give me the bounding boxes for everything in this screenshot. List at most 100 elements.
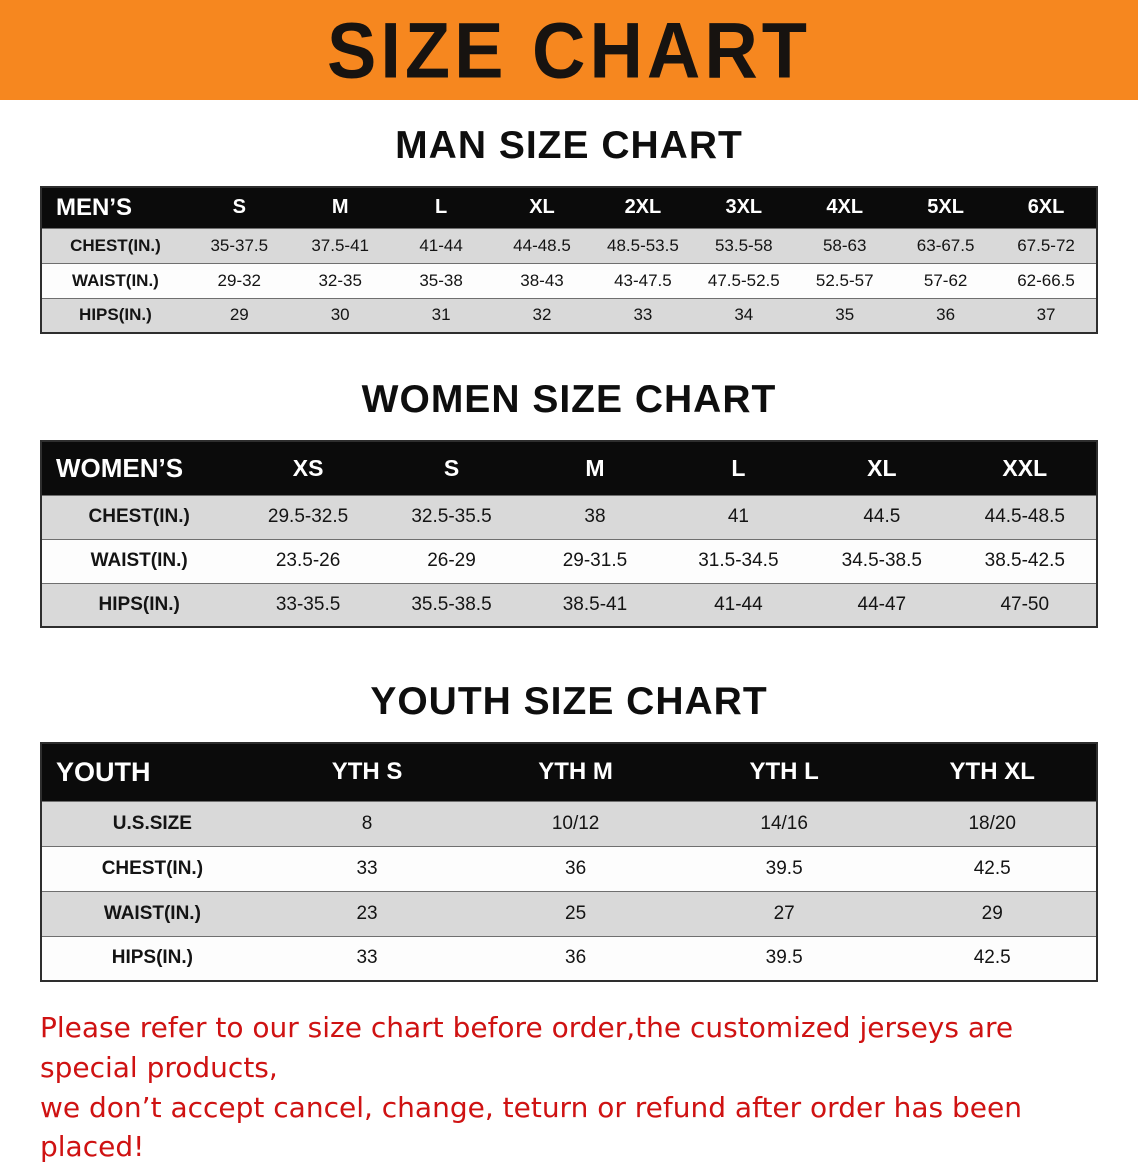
measurement-value-cell: 39.5	[765, 947, 803, 969]
measurement-row: HIPS(IN.) 33 36 39.5 42.5	[41, 936, 1097, 981]
size-header-cell: YTH M	[471, 743, 680, 801]
size-table: MEN’S S M L XL 2XL 3XL 4XL 5XL 6XL CHEST(IN.) 35-37…	[40, 186, 1098, 334]
measurement-value-cell: 32	[532, 305, 552, 325]
measurement-row: WAIST(IN.) 23.5-26 26-29 29-31.5 31.5-34.5 34…	[41, 539, 1097, 583]
table-title-cell: YOUTH	[41, 743, 263, 801]
measurement-value-cell: 38	[584, 506, 606, 527]
size-header-cell: XL	[491, 187, 593, 228]
measurement-row: CHEST(IN.) 33 36 39.5 42.5	[41, 846, 1097, 891]
youth-size-table: YOUTH YTH S YTH M YTH L YTH XL U.S.SIZE 8 10/12…	[40, 742, 1098, 982]
table-title-cell: WOMEN’S	[41, 441, 237, 495]
size-header-cell: S	[379, 441, 524, 495]
measurement-value-cell: 32.5-35.5	[411, 506, 492, 527]
size-header-cell: M	[523, 441, 667, 495]
measurement-row: HIPS(IN.) 33-35.5 35.5-38.5 38.5-41 41-44 44-…	[41, 583, 1097, 627]
size-header-cell: 5XL	[895, 187, 997, 228]
measurement-value-cell: 33	[356, 947, 378, 969]
size-header-cell: XXL	[953, 441, 1097, 495]
measurement-value-cell: 36	[936, 305, 956, 325]
size-table: WOMEN’S XS S M L XL XXL CHEST(IN.) 29.5-32.5 32.5…	[40, 440, 1098, 628]
measurement-value-cell: 23	[356, 902, 378, 924]
measurement-value-cell: 42.5	[973, 857, 1011, 879]
size-header-cell: XL	[810, 441, 954, 495]
measurement-label-cell: WAIST(IN.)	[71, 270, 159, 290]
size-chart-banner: SIZE CHART	[0, 0, 1138, 100]
size-table: YOUTH YTH S YTH M YTH L YTH XL U.S.SIZE 8 10/12…	[40, 742, 1098, 982]
measurement-value-cell: 63-67.5	[916, 235, 975, 255]
measurement-value-cell: 26-29	[427, 550, 476, 571]
measurement-value-cell: 47-50	[1000, 593, 1050, 615]
measurement-value-cell: 33-35.5	[275, 593, 341, 615]
measurement-value-cell: 44-48.5	[513, 235, 571, 255]
measurement-value-cell: 36	[565, 857, 587, 879]
measurement-label-cell: CHEST(IN.)	[101, 857, 204, 879]
measurement-value-cell: 38-43	[520, 270, 564, 290]
measurement-value-cell: 58-63	[822, 235, 867, 255]
measurement-label-cell: HIPS(IN.)	[79, 305, 152, 325]
measurement-value-cell: 18/20	[968, 812, 1016, 834]
measurement-value-cell: 35-38	[419, 270, 463, 290]
measurement-value-cell: 35.5-38.5	[411, 593, 492, 615]
measurement-label-cell: HIPS(IN.)	[98, 593, 180, 615]
measurement-value-cell: 8	[361, 812, 373, 834]
measurement-value-cell: 31	[431, 305, 451, 325]
measurement-value-cell: 27	[773, 902, 795, 924]
measurement-value-cell: 38.5-41	[562, 593, 628, 615]
measurement-value-cell: 44.5	[863, 506, 901, 527]
measurement-label-cell: HIPS(IN.)	[111, 947, 194, 969]
measurement-value-cell: 41	[727, 506, 749, 527]
youth-section-heading: YOUTH SIZE CHART	[370, 680, 768, 723]
measurement-value-cell: 41-44	[714, 593, 763, 615]
measurement-value-cell: 35	[835, 305, 855, 325]
measurement-value-cell: 39.5	[765, 857, 803, 879]
measurement-value-cell: 29	[981, 902, 1003, 924]
measurement-value-cell: 44.5-48.5	[984, 506, 1065, 527]
measurement-value-cell: 25	[565, 902, 587, 924]
size-header-cell: XS	[236, 441, 380, 495]
men-size-table: MEN’S S M L XL 2XL 3XL 4XL 5XL 6XL CHEST(IN.) 35-37…	[40, 186, 1098, 334]
measurement-value-cell: 36	[565, 947, 587, 969]
measurement-value-cell: 62-66.5	[1017, 270, 1075, 290]
measurement-row: HIPS(IN.) 29 30 31 32 33 34 35 36 37	[41, 298, 1097, 333]
disclaimer-line-1: Please refer to our size chart before or…	[40, 1011, 1014, 1084]
header-row: MEN’S S M L XL 2XL 3XL 4XL 5XL 6XL	[41, 187, 1097, 228]
measurement-value-cell: 32-35	[318, 270, 362, 290]
disclaimer-text: Please refer to our size chart before or…	[40, 1008, 1098, 1167]
measurement-value-cell: 47.5-52.5	[707, 270, 780, 290]
table-title-cell: MEN’S	[41, 187, 189, 228]
measurement-label-cell: WAIST(IN.)	[90, 550, 188, 571]
measurement-value-cell: 31.5-34.5	[698, 550, 779, 571]
measurement-label-cell: CHEST(IN.)	[70, 235, 161, 255]
measurement-value-cell: 44-47	[857, 593, 907, 615]
size-header-cell: 4XL	[794, 187, 896, 228]
size-header-cell: L	[666, 441, 811, 495]
measurement-row: WAIST(IN.) 23 25 27 29	[41, 891, 1097, 936]
women-size-table: WOMEN’S XS S M L XL XXL CHEST(IN.) 29.5-32.5 32.5…	[40, 440, 1098, 628]
measurement-value-cell: 29	[229, 305, 249, 325]
measurement-value-cell: 52.5-57	[815, 270, 874, 290]
measurement-row: U.S.SIZE 8 10/12 14/16 18/20	[41, 801, 1097, 846]
size-header-cell: YTH S	[262, 743, 472, 801]
measurement-value-cell: 29.5-32.5	[267, 506, 349, 527]
measurement-value-cell: 34.5-38.5	[841, 550, 922, 571]
header-row: YOUTH YTH S YTH M YTH L YTH XL	[41, 743, 1097, 801]
measurement-value-cell: 30	[330, 305, 350, 325]
measurement-value-cell: 35-37.5	[210, 235, 269, 255]
measurement-value-cell: 41-44	[419, 235, 463, 255]
measurement-value-cell: 48.5-53.5	[606, 235, 679, 255]
size-chart-content: MAN SIZE CHART MEN’S S M L XL 2XL 3XL 4XL 5XL 6XL…	[0, 124, 1138, 1167]
measurement-value-cell: 37	[1036, 305, 1056, 325]
measurement-value-cell: 53.5-58	[714, 235, 773, 255]
measurement-value-cell: 38.5-42.5	[984, 550, 1065, 571]
size-header-cell: M	[289, 187, 391, 228]
measurement-value-cell: 57-62	[923, 270, 968, 290]
measurement-label-cell: U.S.SIZE	[112, 812, 192, 834]
measurement-label-cell: CHEST(IN.)	[88, 506, 190, 527]
measurement-value-cell: 23.5-26	[275, 550, 341, 571]
measurement-value-cell: 42.5	[973, 947, 1011, 969]
measurement-value-cell: 14/16	[760, 812, 808, 834]
measurement-label-cell: WAIST(IN.)	[103, 902, 201, 924]
measurement-row: WAIST(IN.) 29-32 32-35 35-38 38-43 43-47.5 47.…	[41, 263, 1097, 298]
men-section-heading: MAN SIZE CHART	[395, 124, 743, 167]
measurement-value-cell: 33	[633, 305, 653, 325]
